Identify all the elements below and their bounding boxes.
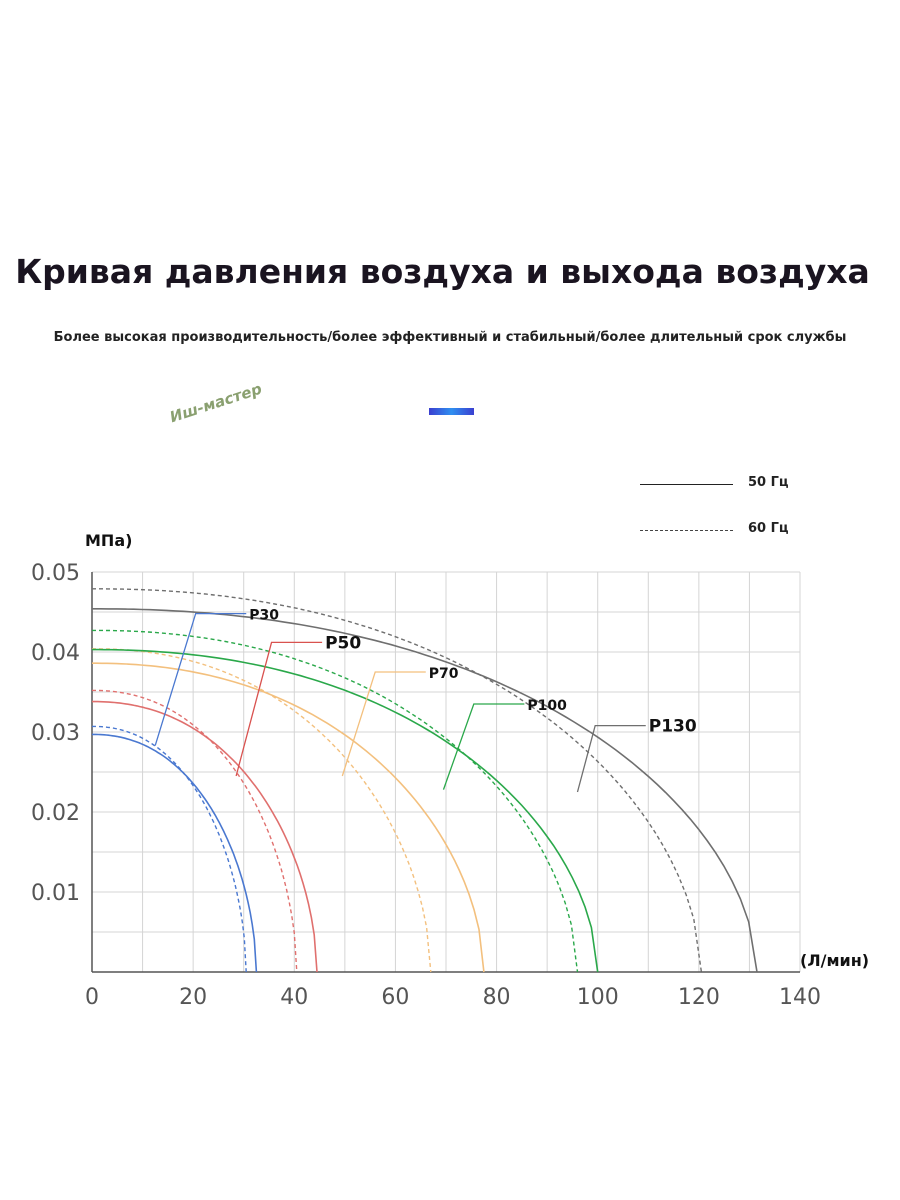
callout-line-p130 [576,724,646,793]
x-tick-label: 100 [577,985,619,1010]
series-curve-50hz-p50 [92,700,318,973]
y-tick-label: 0.02 [31,801,80,826]
callout-label-p130: P130 [649,717,697,737]
legend-label-50hz: 50 Гц [748,475,789,490]
page-title: Кривая давления воздуха и выхода воздуха [15,252,870,291]
series-curve-50hz-p70 [92,662,485,973]
callout-line-p50 [235,641,323,777]
legend-item-60hz: 60 Гц [640,520,820,540]
callout-line-p100 [442,703,525,790]
series-curve-50hz-p130 [92,608,758,973]
x-tick-label: 20 [179,985,207,1010]
series-curve-60hz-p100 [92,629,579,973]
y-tick-label: 0.04 [31,641,80,666]
legend-solid-line [640,484,733,485]
series-curve-60hz-p30 [92,725,247,973]
y-tick-label: 0.01 [31,881,80,906]
x-tick-label: 80 [483,985,511,1010]
y-axis-title: МПа) [85,531,132,550]
x-tick-label: 120 [678,985,720,1010]
legend-dashed-line [640,530,733,531]
callout-label-p70: P70 [429,666,459,682]
y-tick-label: 0.05 [31,561,80,586]
callout-label-p50: P50 [325,633,361,653]
x-axis-title: (Л/мин) [800,951,869,970]
x-tick-label: 60 [381,985,409,1010]
y-tick-label: 0.03 [31,721,80,746]
series-curve-60hz-p70 [92,648,432,973]
series-curve-60hz-p50 [92,689,298,973]
legend-item-50hz: 50 Гц [640,474,820,494]
x-tick-label: 0 [85,985,99,1010]
page-subtitle: Более высокая производительность/более э… [53,330,847,345]
callout-label-p100: P100 [527,698,567,714]
callout-line-p30 [154,612,247,746]
accent-bar [429,408,474,415]
legend-label-60hz: 60 Гц [748,521,789,536]
series-curve-50hz-p100 [92,648,599,973]
pressure-flow-chart: 0 20 40 60 80 100 120 140 0.01 0.02 0.03 0.04 0.05 МП… [31,531,869,1010]
series-curve-50hz-p30 [92,733,258,973]
series-curve-60hz-p130 [92,588,703,973]
x-tick-label: 140 [779,985,821,1010]
callout-label-p30: P30 [249,608,279,624]
brand-watermark: Иш-мастер [167,379,265,427]
callout-line-p70 [341,671,426,777]
x-tick-label: 40 [280,985,308,1010]
